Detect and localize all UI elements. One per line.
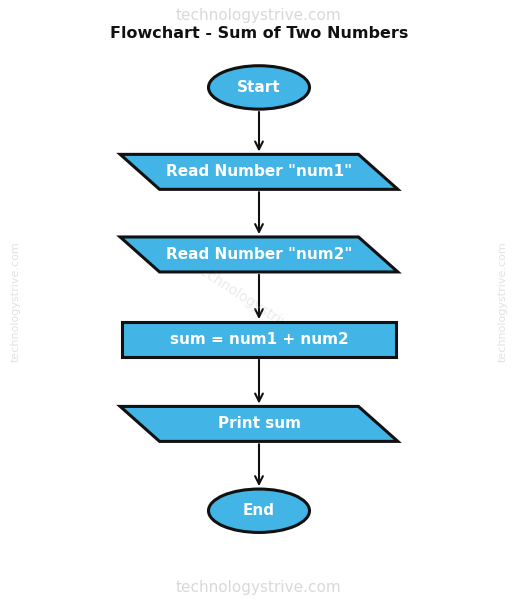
Ellipse shape [208, 489, 310, 532]
Text: Start: Start [237, 80, 281, 95]
Polygon shape [120, 154, 398, 189]
Text: technologystrive.com: technologystrive.com [192, 260, 326, 355]
Bar [122, 322, 396, 357]
Text: technologystrive.com: technologystrive.com [10, 241, 21, 362]
Text: technologystrive.com: technologystrive.com [176, 581, 342, 595]
Text: technologystrive.com: technologystrive.com [497, 241, 508, 362]
Text: sum = num1 + num2: sum = num1 + num2 [169, 332, 349, 347]
Polygon shape [120, 406, 398, 441]
Ellipse shape [208, 66, 310, 109]
Polygon shape [120, 237, 398, 272]
Text: Flowchart - Sum of Two Numbers: Flowchart - Sum of Two Numbers [110, 27, 408, 41]
Text: Read Number "num1": Read Number "num1" [166, 165, 352, 179]
Text: End: End [243, 504, 275, 518]
Text: Print sum: Print sum [218, 417, 300, 431]
Text: Read Number "num2": Read Number "num2" [166, 247, 352, 262]
Text: technologystrive.com: technologystrive.com [176, 8, 342, 22]
